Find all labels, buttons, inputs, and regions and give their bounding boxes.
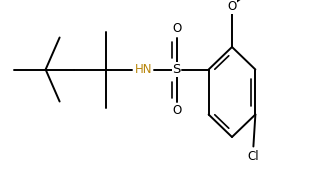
Text: O: O <box>172 22 181 35</box>
Text: Cl: Cl <box>247 150 259 163</box>
Text: S: S <box>173 63 181 76</box>
Text: O: O <box>227 1 236 13</box>
Text: O: O <box>172 104 181 117</box>
Text: HN: HN <box>135 63 152 76</box>
